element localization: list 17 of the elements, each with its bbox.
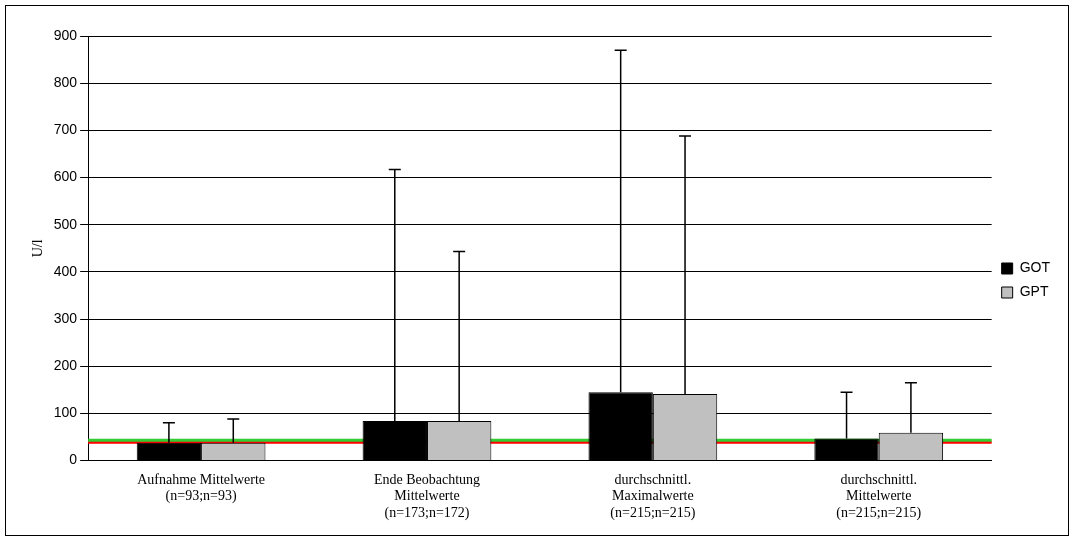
x-tick-label: Ende Beobachtung Mittelwerte (n=173;n=172) xyxy=(373,471,481,522)
y-tick-label: 900 xyxy=(53,26,78,43)
legend-label: GOT xyxy=(1019,259,1051,276)
y-tick-label: 800 xyxy=(53,74,78,91)
x-tick-label: durchschnittl. Maximalwerte (n=215;n=215) xyxy=(610,471,696,522)
y-tick-label: 0 xyxy=(69,451,78,468)
y-axis-title: U/l xyxy=(30,239,46,258)
y-tick-label: 600 xyxy=(53,168,78,185)
y-tick-label: 300 xyxy=(53,309,78,326)
y-tick-label: 400 xyxy=(53,262,78,279)
y-tick-label: 100 xyxy=(53,404,78,421)
y-tick-label: 700 xyxy=(53,121,78,138)
x-tick-label: durchschnittl. Mittelwerte (n=215;n=215) xyxy=(836,471,922,522)
y-tick-label: 200 xyxy=(53,357,78,374)
legend-label: GPT xyxy=(1019,283,1049,300)
x-tick-label: Aufnahme Mittelwerte (n=93;n=93) xyxy=(137,471,266,505)
y-tick-label: 500 xyxy=(53,215,78,232)
